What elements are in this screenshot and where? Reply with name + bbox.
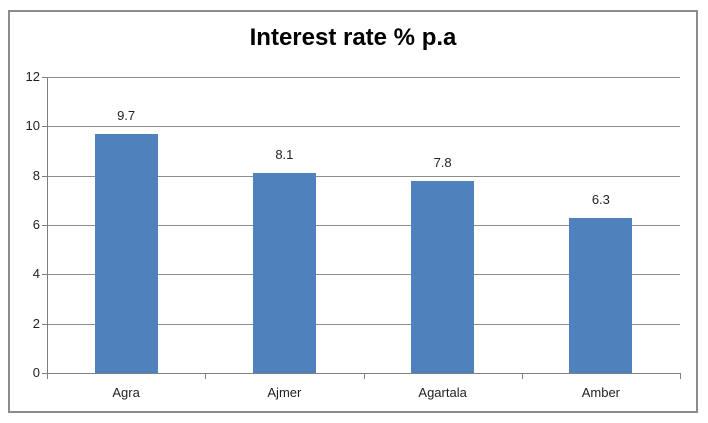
x-axis-tick <box>363 373 365 379</box>
gridline <box>47 126 680 128</box>
y-axis-tick <box>42 175 47 177</box>
y-tick-label: 12 <box>25 69 40 84</box>
gridline <box>47 77 680 78</box>
bar-data-label: 6.3 <box>591 191 610 207</box>
x-tick-label: Ajmer <box>267 385 302 400</box>
x-tick-label: Amber <box>581 385 621 400</box>
bar-amber <box>569 217 633 373</box>
y-tick-label: 2 <box>32 315 40 331</box>
y-axis-tick <box>42 126 47 128</box>
bar-ajmer <box>252 173 316 373</box>
x-tick-label: Agra <box>112 385 140 400</box>
chart-title: Interest rate % p.a <box>249 24 457 51</box>
x-axis <box>47 373 681 374</box>
bar-data-label: 9.7 <box>117 107 136 123</box>
x-axis-tick <box>47 373 48 379</box>
y-tick-label: 8 <box>32 167 40 183</box>
y-axis-tick <box>42 373 47 374</box>
y-axis-tick <box>42 225 47 226</box>
y-axis-tick <box>42 323 47 325</box>
gridline <box>47 274 680 276</box>
bar-chart: Interest rate % p.a 0 2 4 6 8 10 12 9.7 Agra 8.1 A… <box>8 10 698 413</box>
x-tick-label: Agartala <box>418 385 467 400</box>
gridline <box>47 175 680 177</box>
x-axis-tick <box>521 373 523 379</box>
y-tick-label: 6 <box>32 217 40 232</box>
x-axis-tick <box>680 373 681 379</box>
y-axis <box>47 77 48 373</box>
gridline <box>47 323 680 325</box>
y-tick-label: 0 <box>32 365 40 380</box>
bar-data-label: 8.1 <box>275 147 294 163</box>
y-tick-label: 4 <box>32 266 40 282</box>
y-axis-tick <box>42 274 47 276</box>
bar-agartala <box>411 180 475 373</box>
x-axis-tick <box>205 373 207 379</box>
y-tick-label: 10 <box>25 118 40 134</box>
y-axis-tick <box>42 77 47 78</box>
gridline <box>47 225 680 226</box>
bar-data-label: 7.8 <box>433 154 452 170</box>
bar-agra <box>94 133 158 373</box>
